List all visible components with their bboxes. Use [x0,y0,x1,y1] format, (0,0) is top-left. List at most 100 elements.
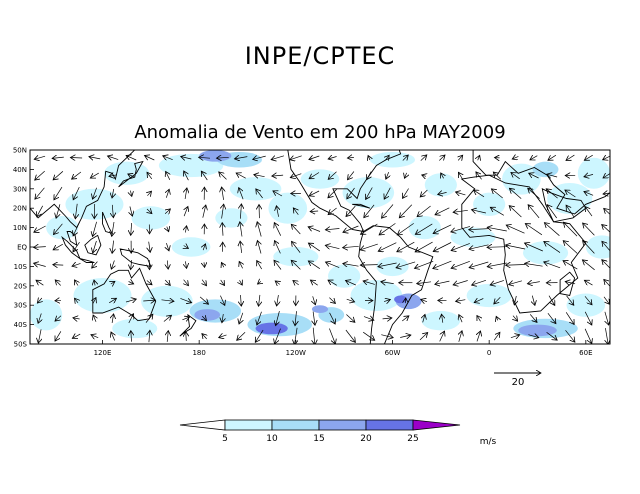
wind-vector [166,189,169,198]
shading-region [229,177,282,201]
shading-region [194,309,221,321]
wind-vector [93,315,96,322]
wind-vector [343,225,359,232]
wind-vector [602,260,610,269]
wind-vector [512,156,519,159]
wind-vector [604,279,610,287]
lon-tick-label: 120W [286,349,306,357]
wind-vector [469,261,489,268]
wind-vector [219,335,227,338]
wind-vector [112,314,114,323]
wind-vector [348,171,355,180]
wind-vector [456,300,466,302]
wind-vector [362,331,375,340]
wind-vector [584,154,593,160]
lat-tick-label: 20N [13,205,27,213]
shading-region [255,322,288,335]
wind-vector [547,312,556,323]
shading-region [502,163,541,195]
wind-vector [112,240,114,254]
wind-vector [72,334,81,338]
wind-vector [56,204,60,218]
wind-vector [276,206,278,217]
wind-vector [72,263,81,266]
wind-vector [70,158,83,159]
wind-vector [469,244,489,249]
wind-vector [419,333,428,341]
wind-vector [476,172,482,180]
wind-vector [544,262,561,269]
wind-vector [584,280,593,285]
wind-vector [584,192,594,196]
coastline-australia [92,267,157,322]
wind-vector [360,243,378,250]
wind-vector [438,192,447,194]
lat-tick-label: 40S [14,321,28,329]
wind-vector [441,173,444,178]
lon-tick-label: 60W [385,349,401,357]
reference-vector: 20 [494,373,541,388]
wind-vector [386,171,389,179]
wind-vector [364,204,375,218]
wind-vector [309,156,320,160]
wind-vector [513,316,518,321]
wind-vector [478,155,480,160]
wind-vector [222,223,223,236]
wind-vector [511,172,520,180]
wind-vector [509,206,522,218]
wind-vector [313,327,315,344]
wind-vector [396,261,416,268]
wind-vector [417,205,431,217]
wind-vector [474,190,485,198]
wind-vector [442,314,443,323]
shading-region [585,235,610,259]
wind-vector [147,281,152,285]
wind-vector [529,173,539,179]
wind-vector [94,280,95,285]
wind-vector [181,157,192,160]
wind-vector [379,223,396,235]
wind-vector [439,331,445,342]
wind-vector [109,298,116,303]
wind-vector [108,156,119,160]
wind-vector [366,187,373,200]
wind-vector [38,329,41,343]
wind-vector [584,174,594,176]
wind-vector [423,314,425,323]
shading-region [408,215,441,240]
wind-vector [603,296,610,305]
wind-vector [130,190,131,197]
wind-vector [528,205,540,219]
wind-vector [487,227,507,232]
coastline-north-america [286,150,402,233]
wind-vector [525,224,543,236]
lat-tick-label: EQ [17,244,27,252]
wind-vector [221,280,225,286]
wind-vector [161,300,175,302]
wind-vector [93,221,97,237]
wind-vector [584,296,592,305]
wind-vector [93,187,97,199]
lon-tick-label: 120E [94,349,112,357]
wind-vector [149,241,151,253]
wind-vector [237,331,246,340]
wind-vector [37,205,44,217]
wind-vector [433,224,452,234]
wind-vector [363,281,375,284]
wind-vector [38,313,41,324]
wind-vector [509,188,522,199]
wind-vector [290,174,302,178]
wind-vectors [34,154,610,344]
wind-vector [184,246,189,249]
wind-vector [363,317,374,321]
wind-vector [415,241,433,252]
wind-vector [222,187,224,200]
wind-vector [184,207,188,217]
institution-title: INPE/CPTEC [244,42,396,70]
map-area [30,150,610,344]
wind-vector [378,242,397,252]
coastline-cuba [352,203,371,209]
wind-vector [529,314,537,322]
colorbar-tick-label: 20 [360,434,372,444]
lat-tick-label: 30N [13,185,27,193]
